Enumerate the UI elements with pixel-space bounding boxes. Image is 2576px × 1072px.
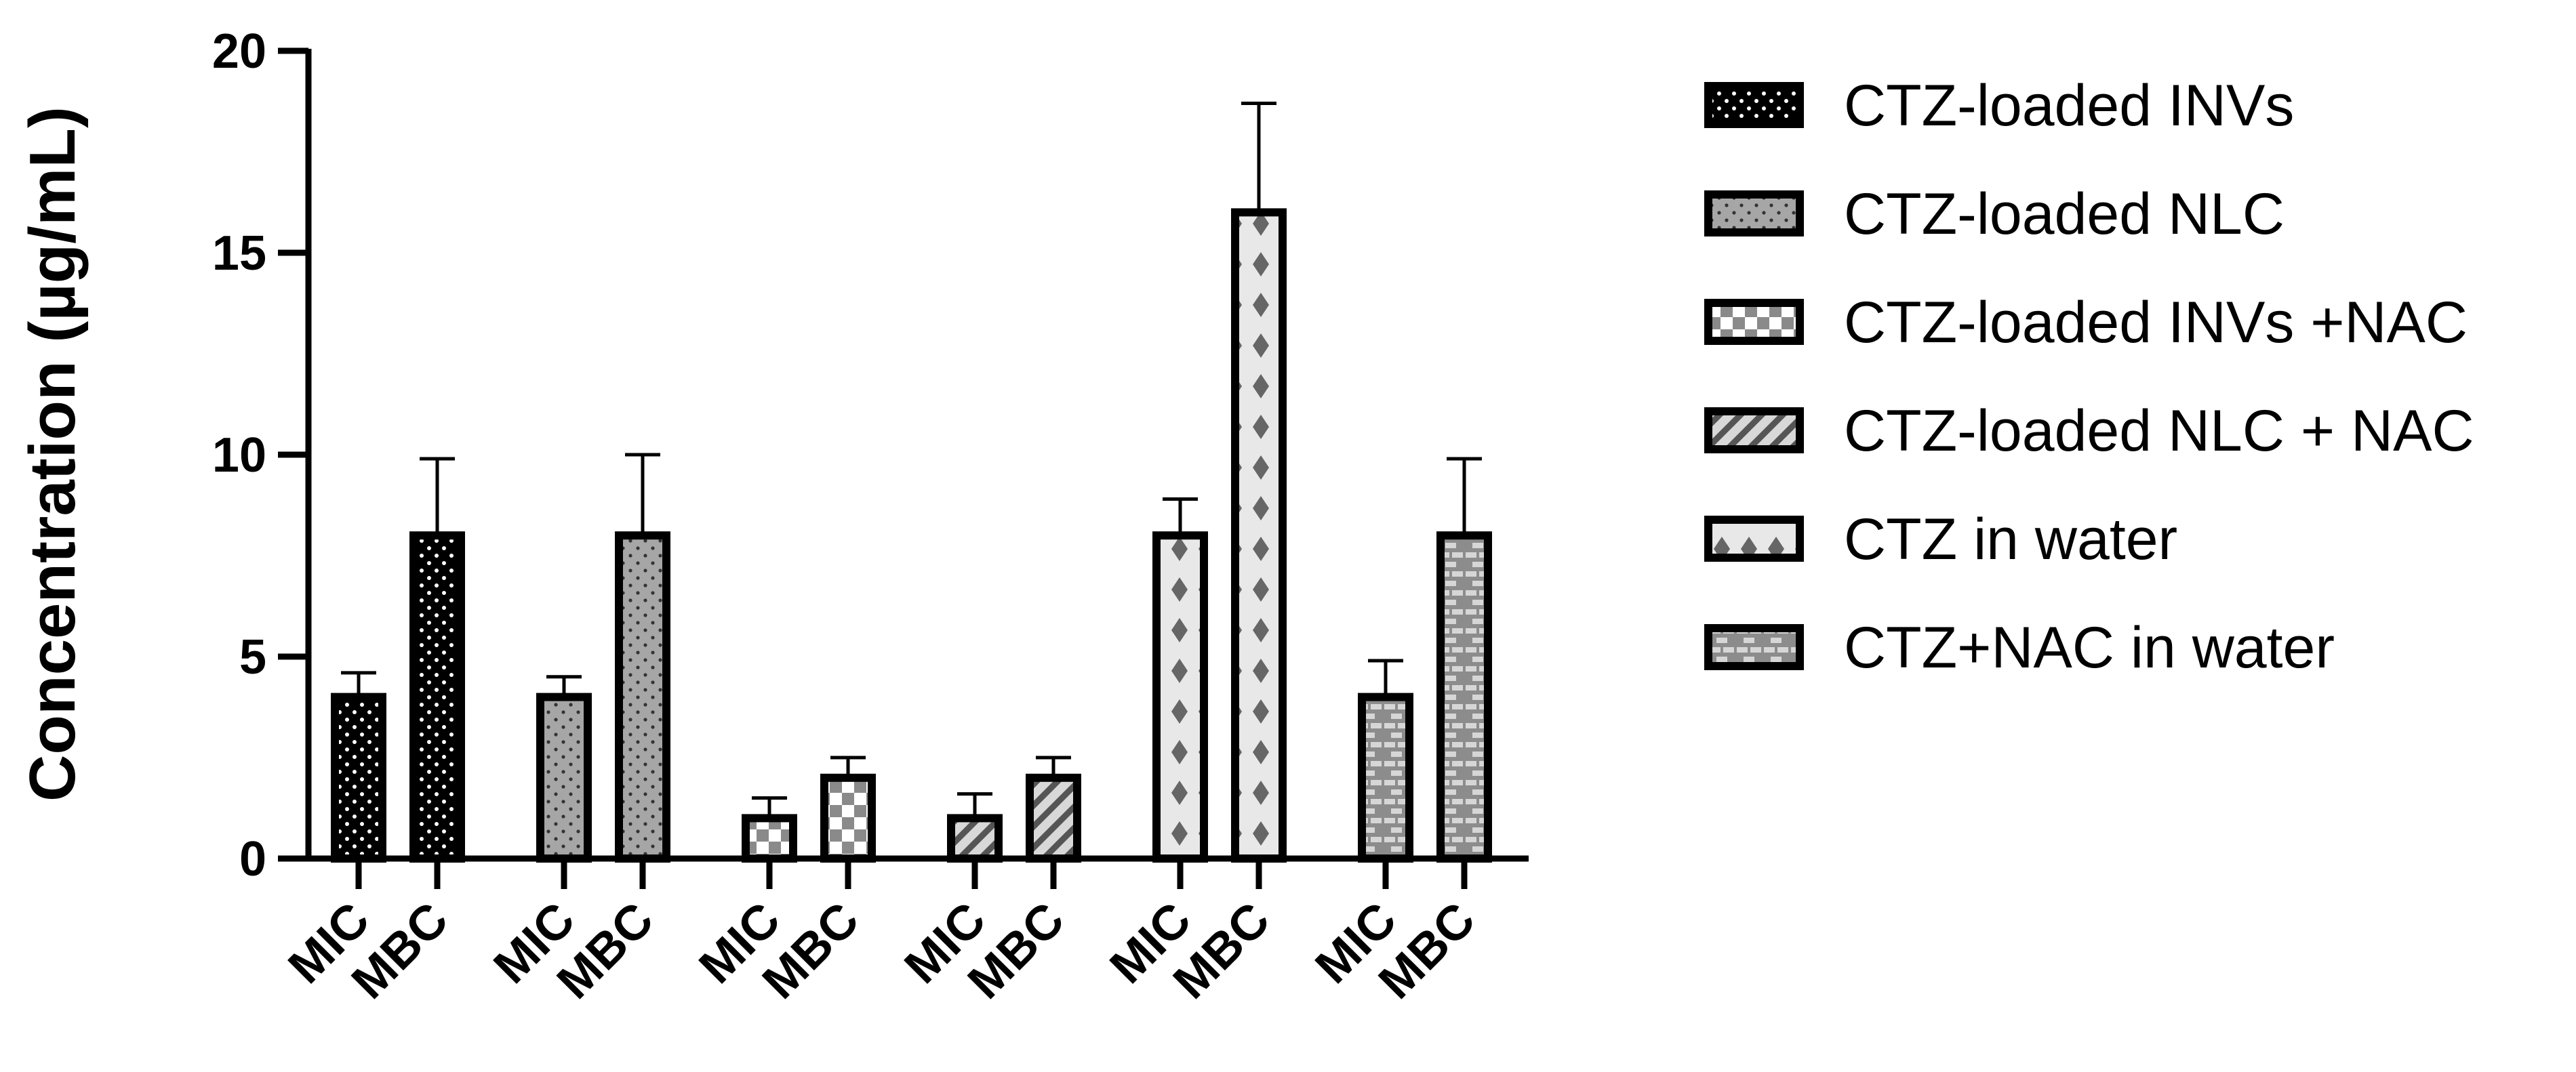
bar — [1152, 531, 1208, 863]
bar — [947, 814, 1003, 863]
legend-label: CTZ-loaded NLC — [1844, 182, 2285, 247]
legend-swatch — [1704, 299, 1804, 345]
bar — [742, 814, 797, 863]
bar-group — [1152, 101, 1287, 863]
legend-swatch — [1704, 190, 1804, 236]
bar-group — [1358, 457, 1492, 863]
legend-item: CTZ-loaded NLC — [1704, 182, 2285, 247]
bar — [820, 773, 876, 863]
bar — [1026, 773, 1081, 863]
legend-swatch — [1704, 82, 1804, 128]
bar-group — [947, 756, 1081, 863]
y-tick-label: 0 — [239, 832, 266, 886]
legend-label: CTZ-loaded NLC + NAC — [1844, 398, 2474, 463]
y-tick-label: 5 — [239, 630, 266, 684]
legend-swatch — [1704, 516, 1804, 562]
bar — [1358, 693, 1413, 863]
bar — [331, 693, 386, 863]
y-axis-label: Concentration (µg/mL) — [16, 106, 89, 802]
legend-item: CTZ-loaded INVs — [1704, 73, 2294, 138]
legend-label: CTZ+NAC in water — [1844, 615, 2335, 680]
legend-item: CTZ-loaded INVs +NAC — [1704, 290, 2468, 355]
bar — [1231, 208, 1287, 863]
legend-label: CTZ in water — [1844, 507, 2177, 572]
bar — [409, 531, 465, 863]
bar — [536, 693, 592, 863]
legend-label: CTZ-loaded INVs — [1844, 73, 2294, 138]
bar — [615, 531, 670, 863]
bar-group — [742, 756, 876, 863]
legend-swatch — [1704, 624, 1804, 670]
bar-group — [536, 453, 670, 863]
legend-swatch — [1704, 407, 1804, 453]
legend-item: CTZ+NAC in water — [1704, 615, 2335, 680]
legend-label: CTZ-loaded INVs +NAC — [1844, 290, 2468, 355]
bar — [1436, 531, 1492, 863]
bar-group — [331, 457, 465, 863]
y-tick-label: 10 — [212, 428, 266, 482]
y-tick-label: 20 — [212, 24, 266, 79]
legend-item: CTZ-loaded NLC + NAC — [1704, 398, 2474, 463]
legend-item: CTZ in water — [1704, 507, 2177, 572]
y-tick-label: 15 — [212, 226, 266, 281]
